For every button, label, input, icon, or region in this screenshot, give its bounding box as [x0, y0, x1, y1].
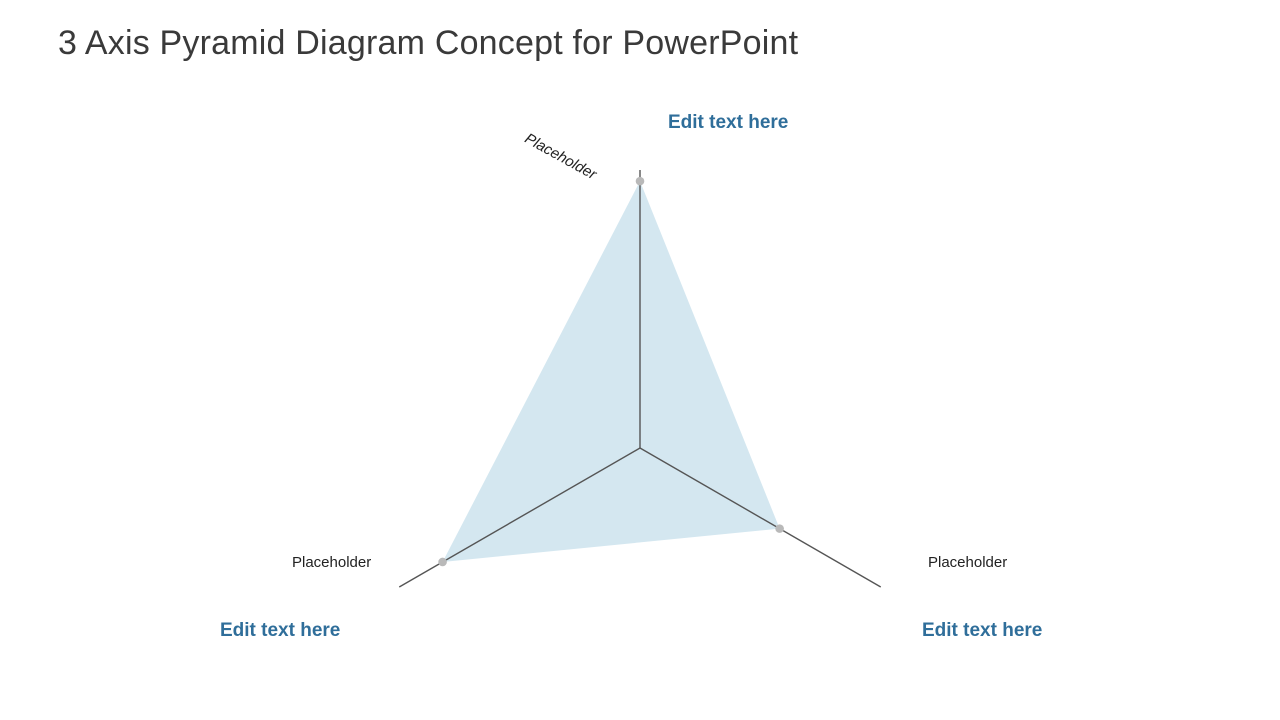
- pyramid-diagram: [0, 0, 1280, 720]
- edit-text-top[interactable]: Edit text here: [668, 112, 788, 134]
- marker-top: [636, 177, 645, 186]
- placeholder-label-left[interactable]: Placeholder: [292, 554, 371, 571]
- marker-left: [438, 558, 447, 567]
- edit-text-right[interactable]: Edit text here: [922, 620, 1042, 642]
- marker-right: [775, 524, 784, 533]
- placeholder-label-right[interactable]: Placeholder: [928, 554, 1007, 571]
- edit-text-left[interactable]: Edit text here: [220, 620, 340, 642]
- data-triangle: [443, 181, 780, 562]
